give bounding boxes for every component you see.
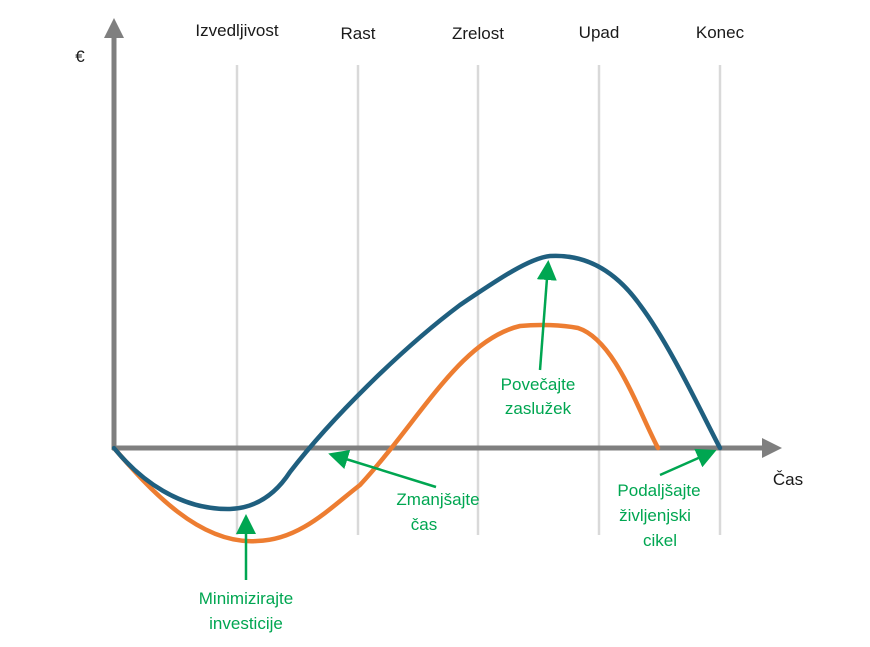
x-axis-arrow-icon [762,438,782,458]
arrow-extend-lifecycle [659,448,717,477]
annotation-extend-life: Podaljšajte življenjski cikel [617,481,700,550]
arrow-increase-profit [536,260,557,371]
x-axis-label: Čas [773,470,803,489]
phase-label-zrelost: Zrelost [452,24,504,43]
annotation-reduce-time-line1: Zmanjšajte [396,490,479,509]
annotation-minimize-line1: Minimizirajte [199,589,293,608]
annotation-reduce-time-line2: čas [411,515,437,534]
annotation-arrows [236,260,717,580]
annotation-increase-profit: Povečajte zaslužek [501,375,576,418]
phase-gridlines [235,65,722,535]
phase-label-konec: Konec [696,23,745,42]
y-axis-label: € [75,47,85,66]
annotation-extend-life-line3: cikel [643,531,677,550]
annotation-minimize-line2: investicije [209,614,283,633]
annotation-extend-life-line1: Podaljšajte [617,481,700,500]
annotation-extend-life-line2: življenjski [619,506,691,525]
blue-lifecycle-curve [111,253,723,512]
phase-label-izvedljivost: Izvedljivost [195,21,278,40]
annotation-increase-profit-line2: zaslužek [505,399,572,418]
axes [104,18,782,458]
annotation-increase-profit-line1: Povečajte [501,375,576,394]
phase-label-rast: Rast [341,24,376,43]
annotation-minimize: Minimizirajte investicije [199,589,293,633]
annotation-reduce-time: Zmanjšajte čas [396,490,479,534]
phase-labels: Izvedljivost Rast Zrelost Upad Konec [195,21,744,43]
y-axis-arrow-icon [104,18,124,38]
arrow-reduce-time [328,449,437,489]
phase-label-upad: Upad [579,23,620,42]
orange-lifecycle-curve [111,322,661,544]
